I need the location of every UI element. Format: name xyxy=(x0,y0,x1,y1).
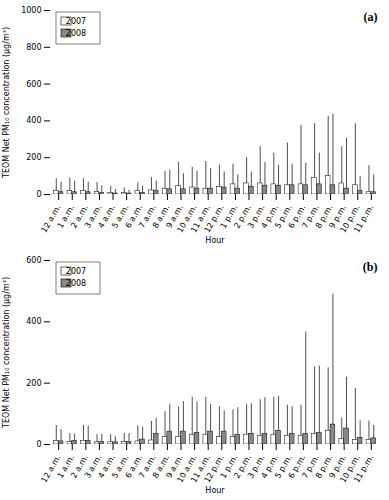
svg-text:10 a.m.: 10 a.m. xyxy=(175,203,199,235)
svg-text:9 a.m.: 9 a.m. xyxy=(164,453,185,480)
svg-text:9 p.m.: 9 p.m. xyxy=(327,203,349,230)
svg-text:200: 200 xyxy=(26,379,41,388)
svg-text:4 a.m.: 4 a.m. xyxy=(96,453,117,480)
svg-text:4 p.m.: 4 p.m. xyxy=(259,203,281,230)
svg-text:5 p.m.: 5 p.m. xyxy=(273,453,294,480)
svg-text:2008: 2008 xyxy=(66,29,86,38)
svg-text:11 p.m.: 11 p.m. xyxy=(352,203,375,234)
svg-text:0: 0 xyxy=(36,440,41,449)
svg-text:5 a.m.: 5 a.m. xyxy=(110,453,131,480)
svg-text:4 a.m.: 4 a.m. xyxy=(96,203,117,230)
svg-text:10 p.m.: 10 p.m. xyxy=(338,203,362,235)
svg-text:7 p.m.: 7 p.m. xyxy=(300,203,321,230)
svg-text:800: 800 xyxy=(26,43,41,52)
svg-text:Hour: Hour xyxy=(205,486,225,495)
svg-text:7 a.m.: 7 a.m. xyxy=(137,453,158,480)
svg-text:12 a.m.: 12 a.m. xyxy=(39,453,63,485)
svg-text:600: 600 xyxy=(26,80,41,89)
svg-text:8 a.m.: 8 a.m. xyxy=(150,203,172,230)
svg-text:8 p.m.: 8 p.m. xyxy=(313,453,335,480)
svg-text:9 p.m.: 9 p.m. xyxy=(327,453,349,480)
svg-text:6 p.m.: 6 p.m. xyxy=(286,453,308,480)
svg-text:TEOM Net PM₁₀ concentration (μ: TEOM Net PM₁₀ concentration (μg/m³) xyxy=(2,277,11,429)
svg-text:3 a.m.: 3 a.m. xyxy=(82,203,104,230)
svg-text:6 a.m.: 6 a.m. xyxy=(123,203,145,230)
svg-text:1 a.m.: 1 a.m. xyxy=(55,453,77,480)
svg-text:400: 400 xyxy=(26,317,41,326)
svg-text:TEOM Net PM₁₀ concentration (μ: TEOM Net PM₁₀ concentration (μg/m³) xyxy=(2,27,11,179)
svg-text:8 p.m.: 8 p.m. xyxy=(313,203,335,230)
svg-text:3 a.m.: 3 a.m. xyxy=(82,453,104,480)
svg-text:1 p.m.: 1 p.m. xyxy=(218,453,240,480)
svg-text:11 a.m.: 11 a.m. xyxy=(189,203,213,235)
svg-text:12 p.m.: 12 p.m. xyxy=(202,203,226,235)
svg-text:10 p.m.: 10 p.m. xyxy=(338,453,362,485)
svg-text:6 p.m.: 6 p.m. xyxy=(286,203,308,230)
svg-text:6 a.m.: 6 a.m. xyxy=(123,453,145,480)
svg-text:0: 0 xyxy=(36,190,41,199)
svg-text:(a): (a) xyxy=(364,10,378,24)
svg-text:3 p.m.: 3 p.m. xyxy=(245,203,267,230)
svg-text:2 a.m.: 2 a.m. xyxy=(69,203,90,230)
svg-text:Hour: Hour xyxy=(205,236,225,245)
svg-text:12 p.m.: 12 p.m. xyxy=(202,453,226,485)
svg-text:400: 400 xyxy=(26,116,41,125)
svg-text:2 p.m.: 2 p.m. xyxy=(232,203,253,230)
svg-text:11 a.m.: 11 a.m. xyxy=(189,453,213,485)
svg-text:7 p.m.: 7 p.m. xyxy=(300,453,321,480)
svg-text:4 p.m.: 4 p.m. xyxy=(259,453,281,480)
svg-text:2 p.m.: 2 p.m. xyxy=(232,453,253,480)
svg-text:2008: 2008 xyxy=(66,279,86,288)
svg-text:1000: 1000 xyxy=(21,6,41,15)
svg-text:2 a.m.: 2 a.m. xyxy=(69,453,90,480)
svg-text:2007: 2007 xyxy=(66,267,86,276)
svg-text:2007: 2007 xyxy=(66,17,86,26)
svg-text:1 a.m.: 1 a.m. xyxy=(55,203,77,230)
svg-text:200: 200 xyxy=(26,153,41,162)
svg-text:8 a.m.: 8 a.m. xyxy=(150,453,172,480)
svg-text:600: 600 xyxy=(26,256,41,265)
svg-text:10 a.m.: 10 a.m. xyxy=(175,453,199,485)
svg-text:5 p.m.: 5 p.m. xyxy=(273,203,294,230)
svg-text:7 a.m.: 7 a.m. xyxy=(137,203,158,230)
svg-text:11 p.m.: 11 p.m. xyxy=(352,453,375,484)
svg-text:5 a.m.: 5 a.m. xyxy=(110,203,131,230)
svg-text:9 a.m.: 9 a.m. xyxy=(164,203,185,230)
svg-text:1 p.m.: 1 p.m. xyxy=(218,203,240,230)
svg-text:3 p.m.: 3 p.m. xyxy=(245,453,267,480)
svg-text:(b): (b) xyxy=(363,260,378,274)
svg-text:12 a.m.: 12 a.m. xyxy=(39,203,63,235)
